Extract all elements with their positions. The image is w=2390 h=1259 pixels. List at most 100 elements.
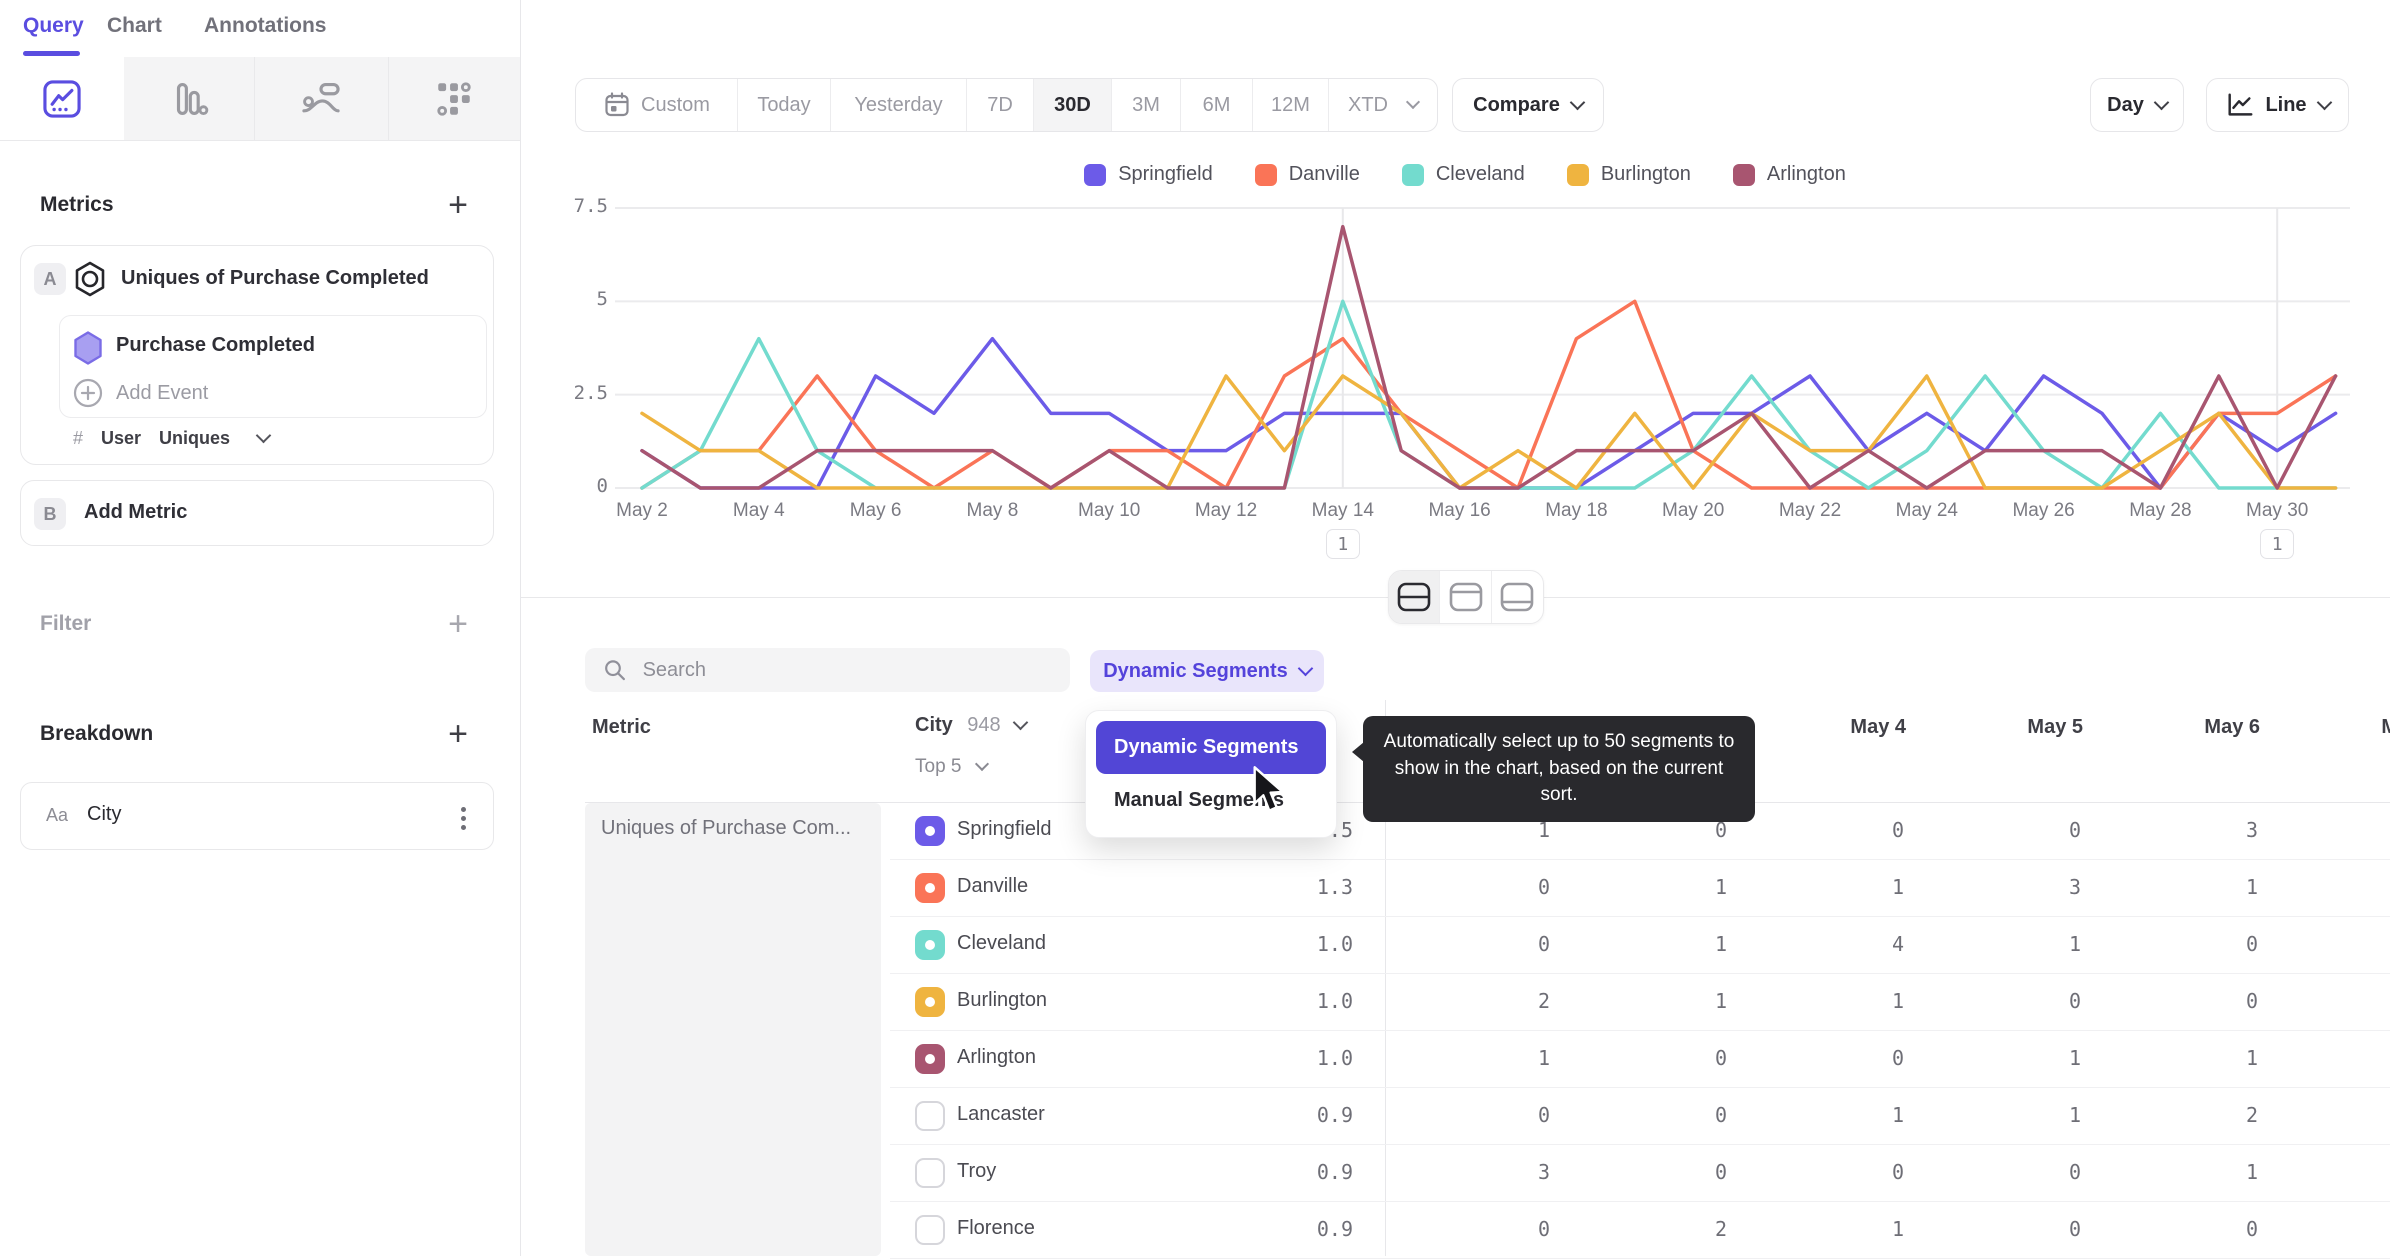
- layout-split-button[interactable]: [1389, 571, 1441, 623]
- date-range-12m[interactable]: 12M: [1253, 79, 1329, 131]
- query-sidebar: Query Chart Annotations: [0, 0, 521, 1256]
- segment-search[interactable]: [585, 648, 1070, 692]
- flow-chart-icon: [302, 82, 340, 112]
- chart-type-flow-button[interactable]: [254, 57, 389, 140]
- date-range-yesterday[interactable]: Yesterday: [831, 79, 967, 131]
- add-metric-label[interactable]: Add Metric: [84, 501, 188, 523]
- segment-checkbox[interactable]: [915, 1158, 945, 1188]
- tab-chart[interactable]: Chart: [107, 14, 162, 37]
- legend-item-burlington[interactable]: Burlington: [1566, 163, 1691, 186]
- legend-item-cleveland[interactable]: Cleveland: [1401, 163, 1525, 186]
- series-line-burlington[interactable]: [640, 374, 2338, 490]
- table-row-cleveland: Cleveland 1.0 0 1 4 1 0: [585, 917, 2390, 974]
- segment-name: Arlington: [957, 1046, 1036, 1068]
- add-event-button[interactable]: Add Event: [116, 382, 209, 404]
- granularity-button[interactable]: Day: [2090, 78, 2184, 132]
- segments-mode-button[interactable]: Dynamic Segments: [1090, 650, 1324, 692]
- date-range-6m[interactable]: 6M: [1181, 79, 1253, 131]
- line-chart[interactable]: [560, 200, 2390, 492]
- segment-day-value: 1: [1537, 1046, 1550, 1070]
- table-row-burlington: Burlington 1.0 2 1 1 0 0: [585, 974, 2390, 1031]
- layout-toggle: [1388, 570, 1544, 624]
- tooltip-caret: [1352, 742, 1364, 762]
- series-line-arlington[interactable]: [640, 224, 2338, 490]
- segments-dropdown-menu: Dynamic Segments Manual Segments: [1085, 710, 1337, 838]
- segment-checkbox[interactable]: [915, 1215, 945, 1245]
- segment-day-value: 3: [2068, 875, 2081, 899]
- segment-day-value: 0: [1537, 1217, 1550, 1241]
- date-range-custom[interactable]: Custom: [576, 79, 738, 131]
- legend-item-springfield[interactable]: Springfield: [1084, 163, 1213, 186]
- metrics-heading: Metrics: [40, 193, 114, 216]
- segment-day-value: 0: [2068, 818, 2081, 842]
- x-tick-label: May 10: [1078, 500, 1141, 521]
- date-range-7d[interactable]: 7D: [967, 79, 1034, 131]
- segment-day-value: 0: [1537, 932, 1550, 956]
- kebab-menu-icon[interactable]: [455, 797, 472, 840]
- segment-day-value: 1: [1714, 875, 1727, 899]
- scatter-grid-icon: [437, 81, 471, 116]
- event-name[interactable]: Purchase Completed: [116, 334, 315, 356]
- dropdown-item-manual-segments[interactable]: Manual Segments: [1114, 789, 1285, 811]
- segment-checkbox[interactable]: [915, 1101, 945, 1131]
- chart-type-bar-button[interactable]: [124, 57, 255, 140]
- segment-checkbox[interactable]: [915, 873, 945, 903]
- event-row-card[interactable]: Purchase Completed Add Event: [59, 315, 487, 418]
- date-range-3m[interactable]: 3M: [1112, 79, 1181, 131]
- metric-b-badge: B: [34, 498, 66, 530]
- city-column-header[interactable]: City 948: [915, 714, 1029, 737]
- legend-label: Springfield: [1118, 163, 1213, 185]
- metric-row-label: Uniques of Purchase Com...: [585, 803, 881, 1256]
- x-tick-label: May 12: [1194, 500, 1258, 521]
- legend-item-danville[interactable]: Danville: [1254, 163, 1360, 186]
- date-range-xtd[interactable]: XTD: [1329, 79, 1437, 131]
- dropdown-item-dynamic-segments[interactable]: Dynamic Segments: [1096, 721, 1326, 774]
- date-range-segmented-control: Custom Today Yesterday 7D 30D 3M 6M 12M XTD: [575, 78, 1438, 132]
- metric-card-a[interactable]: A Uniques of Purchase Completed Purchase…: [20, 245, 494, 465]
- metric-column-header: Metric: [592, 716, 651, 738]
- layout-bottom-button[interactable]: [1492, 571, 1543, 623]
- segments-mode-label: Dynamic Segments: [1103, 659, 1288, 682]
- date-range-today[interactable]: Today: [738, 79, 831, 131]
- day-column-header: May 6: [2204, 716, 2260, 738]
- segment-checkbox[interactable]: [915, 930, 945, 960]
- segment-checkbox[interactable]: [915, 987, 945, 1017]
- metric-card-b[interactable]: B Add Metric: [20, 480, 494, 546]
- chart-type-scatter-button[interactable]: [388, 57, 520, 140]
- tab-annotations[interactable]: Annotations: [204, 14, 327, 37]
- segment-day-value: 2: [2245, 1103, 2258, 1127]
- segment-checkbox[interactable]: [915, 816, 945, 846]
- city-header-label: City: [915, 714, 953, 736]
- add-filter-plus-button[interactable]: +: [448, 605, 468, 643]
- segment-day-value: 0: [1891, 1046, 1904, 1070]
- add-metric-plus-button[interactable]: +: [448, 186, 468, 224]
- chart-legend: Springfield Danville Cleveland Burlington Ar…: [560, 163, 2370, 186]
- add-breakdown-plus-button[interactable]: +: [448, 715, 468, 753]
- measure-selector[interactable]: # User Uniques: [73, 427, 272, 449]
- segment-average-value: 0.9: [1316, 1160, 1353, 1184]
- segment-name: Cleveland: [957, 932, 1046, 954]
- breakdown-city-card[interactable]: Aa City: [20, 782, 494, 850]
- table-row-lancaster: Lancaster 0.9 0 0 1 1 2: [585, 1088, 2390, 1145]
- chart-type-line-button[interactable]: [0, 57, 124, 140]
- segment-day-value: 3: [2245, 818, 2258, 842]
- x-tick-label: May 16: [1428, 500, 1491, 521]
- segment-table-body: Springfield1.510003Danville1.301131Cleve…: [585, 803, 2390, 1259]
- chart-style-button[interactable]: Line: [2206, 78, 2349, 132]
- segment-day-value: 1: [1891, 1217, 1904, 1241]
- top-filter-dropdown[interactable]: Top 5: [915, 756, 989, 778]
- compare-button[interactable]: Compare: [1452, 78, 1604, 132]
- search-input[interactable]: [640, 657, 1052, 683]
- chevron-down-icon: [974, 756, 989, 772]
- date-range-30d[interactable]: 30D: [1034, 79, 1112, 131]
- tab-query[interactable]: Query: [23, 14, 84, 37]
- layout-top-button[interactable]: [1440, 571, 1492, 623]
- segment-day-value: 0: [2245, 1217, 2258, 1241]
- annotation-badge-may-14[interactable]: 1: [1325, 529, 1360, 559]
- segment-checkbox[interactable]: [915, 1044, 945, 1074]
- segment-day-value: 4: [1891, 932, 1904, 956]
- legend-item-arlington[interactable]: Arlington: [1732, 163, 1846, 186]
- annotation-badge-may-30[interactable]: 1: [2260, 529, 2295, 559]
- purchase-event-hexagon-icon: [74, 331, 102, 365]
